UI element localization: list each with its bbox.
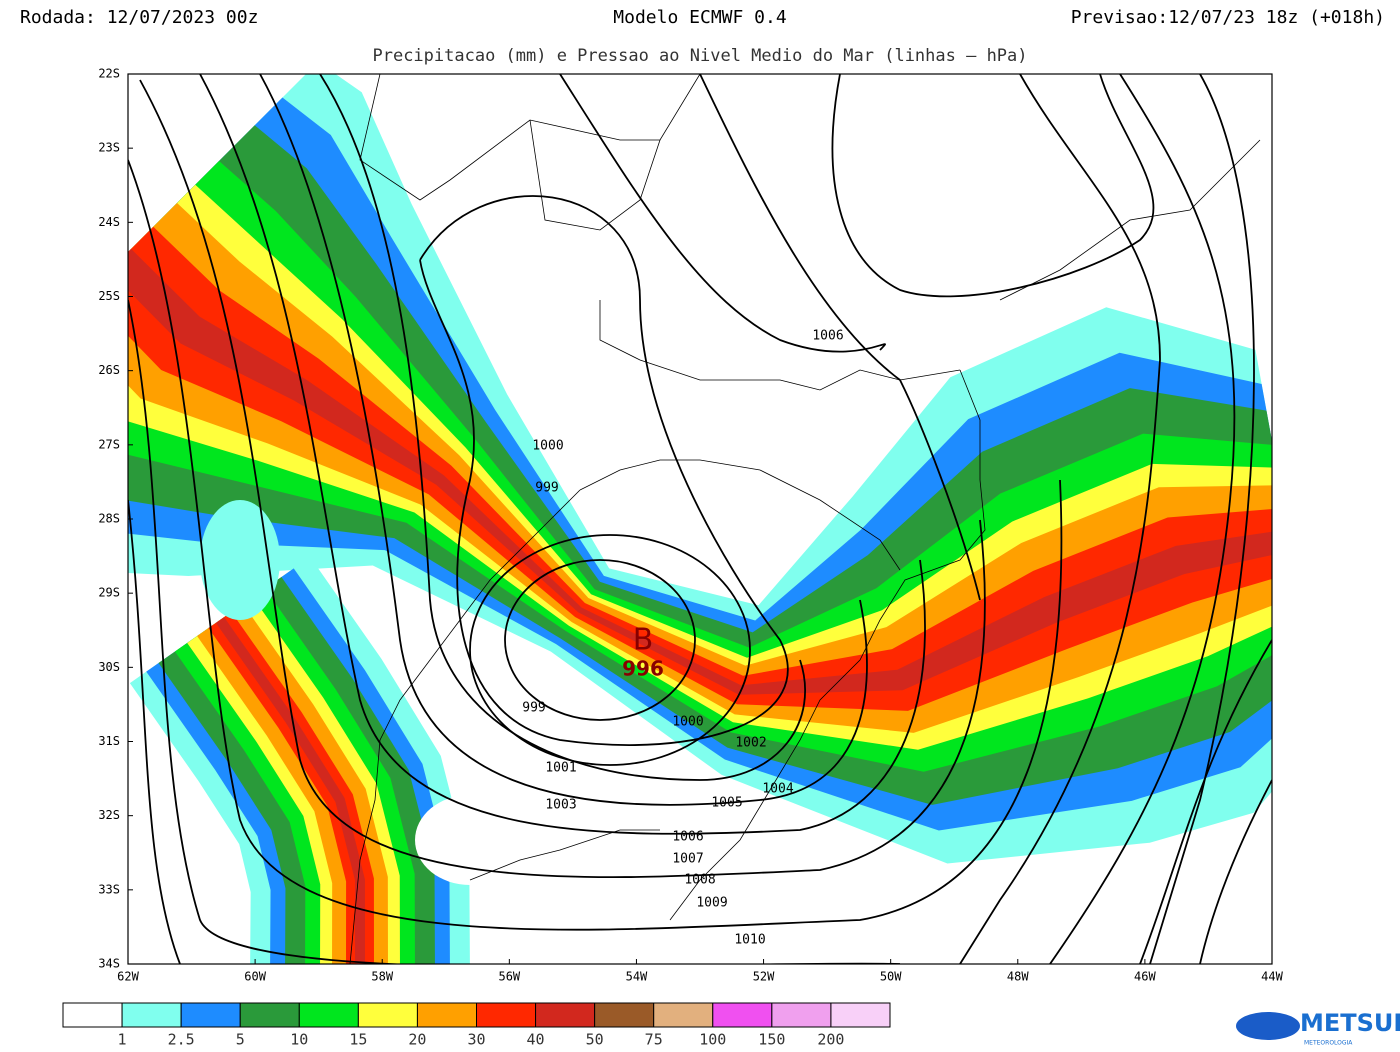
isobar-label: 999 bbox=[522, 701, 545, 716]
lat-label: 27S bbox=[98, 437, 120, 451]
lat-label: 28S bbox=[98, 512, 120, 526]
isobar-label: 1003 bbox=[545, 798, 576, 813]
lon-label: 46W bbox=[1134, 970, 1156, 984]
isobar-label: 1010 bbox=[734, 933, 765, 948]
colorbar-label: 15 bbox=[349, 1031, 367, 1049]
lon-label: 48W bbox=[1007, 970, 1029, 984]
forecast-label: Previsao:12/07/23 18z (+018h) bbox=[1071, 7, 1385, 28]
precip-area bbox=[197, 603, 388, 964]
borders bbox=[349, 74, 1261, 964]
precip-area bbox=[415, 795, 525, 885]
isobar-label: 1002 bbox=[735, 736, 766, 751]
isobar-label: 1006 bbox=[672, 830, 703, 845]
subtitle: Precipitacao (mm) e Pressao ao Nivel Med… bbox=[372, 46, 1027, 66]
low-pressure-letter: B bbox=[633, 623, 654, 658]
lat-label: 25S bbox=[98, 289, 120, 303]
lat-label: 34S bbox=[98, 957, 120, 971]
isobar-label: 1001 bbox=[545, 761, 576, 776]
colorbar-label: 150 bbox=[758, 1031, 785, 1049]
lat-label: 24S bbox=[98, 215, 120, 229]
model-label: Modelo ECMWF 0.4 bbox=[613, 7, 786, 28]
precip-area bbox=[215, 617, 365, 964]
precipitation-field bbox=[128, 74, 1272, 964]
colorbar-label: 75 bbox=[645, 1031, 663, 1049]
colorbar-swatch bbox=[62, 1002, 123, 1028]
colorbar-label: 200 bbox=[817, 1031, 844, 1049]
colorbar-label: 30 bbox=[467, 1031, 485, 1049]
colorbar-label: 50 bbox=[586, 1031, 604, 1049]
colorbar-swatch bbox=[357, 1002, 418, 1028]
precip-area bbox=[200, 500, 280, 620]
colorbar-label: 40 bbox=[527, 1031, 545, 1049]
run-label: Rodada: 12/07/2023 00z bbox=[20, 7, 258, 28]
colorbar-swatch bbox=[830, 1002, 891, 1028]
lat-label: 30S bbox=[98, 660, 120, 674]
lon-label: 50W bbox=[880, 970, 902, 984]
lat-label: 31S bbox=[98, 734, 120, 748]
isobar-label: 1000 bbox=[672, 715, 703, 730]
colorbar-swatch bbox=[594, 1002, 655, 1028]
colorbar-swatch bbox=[121, 1002, 182, 1028]
colorbar-label: 10 bbox=[290, 1031, 308, 1049]
lon-label: 56W bbox=[498, 970, 520, 984]
isobar-label: 1004 bbox=[762, 782, 793, 797]
isobar-label: 1009 bbox=[696, 896, 727, 911]
colorbar-swatch bbox=[298, 1002, 359, 1028]
colorbar-label: 20 bbox=[408, 1031, 426, 1049]
isobar-label: 1000 bbox=[532, 439, 563, 454]
isobars bbox=[128, 74, 1272, 964]
logo-name: METSUL bbox=[1300, 1009, 1400, 1037]
lon-label: 60W bbox=[244, 970, 266, 984]
colorbar: 1 2.5 5 10 15 20 30 40 50 75 100 150 200 bbox=[62, 1002, 891, 1049]
lon-label: 52W bbox=[753, 970, 775, 984]
colorbar-label: 5 bbox=[236, 1031, 245, 1049]
lon-label: 58W bbox=[371, 970, 393, 984]
colorbar-label: 2.5 bbox=[168, 1031, 195, 1049]
isobar-label: 1005 bbox=[711, 796, 742, 811]
colorbar-swatch bbox=[712, 1002, 773, 1028]
colorbar-swatch bbox=[771, 1002, 832, 1028]
colorbar-swatch bbox=[653, 1002, 714, 1028]
colorbar-label: 1 bbox=[118, 1031, 127, 1049]
lat-label: 22S bbox=[98, 67, 120, 81]
logo-tagline: METEOROLOGIA bbox=[1304, 1040, 1353, 1047]
isobar-label: 1008 bbox=[684, 873, 715, 888]
low-pressure-value: 996 bbox=[622, 657, 664, 681]
colorbar-swatch bbox=[180, 1002, 241, 1028]
colorbar-swatch bbox=[476, 1002, 537, 1028]
lon-label: 62W bbox=[117, 970, 139, 984]
lat-label: 26S bbox=[98, 363, 120, 377]
logo-icon bbox=[1236, 1012, 1300, 1040]
colorbar-swatch bbox=[535, 1002, 596, 1028]
lat-label: 23S bbox=[98, 141, 120, 155]
axes: 22S23S24S25S26S27S28S29S30S31S32S33S34S6… bbox=[98, 67, 1283, 984]
colorbar-swatch bbox=[416, 1002, 477, 1028]
colorbar-label: 100 bbox=[699, 1031, 726, 1049]
lon-label: 44W bbox=[1261, 970, 1283, 984]
lon-label: 54W bbox=[626, 970, 648, 984]
isobar-label: 1007 bbox=[672, 852, 703, 867]
colorbar-swatch bbox=[239, 1002, 300, 1028]
isobar-labels: 1006 1000 999 999 1000 1002 1001 1004 1003 1005 10… bbox=[522, 329, 843, 948]
lat-label: 32S bbox=[98, 808, 120, 822]
isobar-label: 999 bbox=[535, 481, 558, 496]
lat-label: 29S bbox=[98, 586, 120, 600]
lat-label: 33S bbox=[98, 882, 120, 896]
isobar-label: 1006 bbox=[812, 329, 843, 344]
